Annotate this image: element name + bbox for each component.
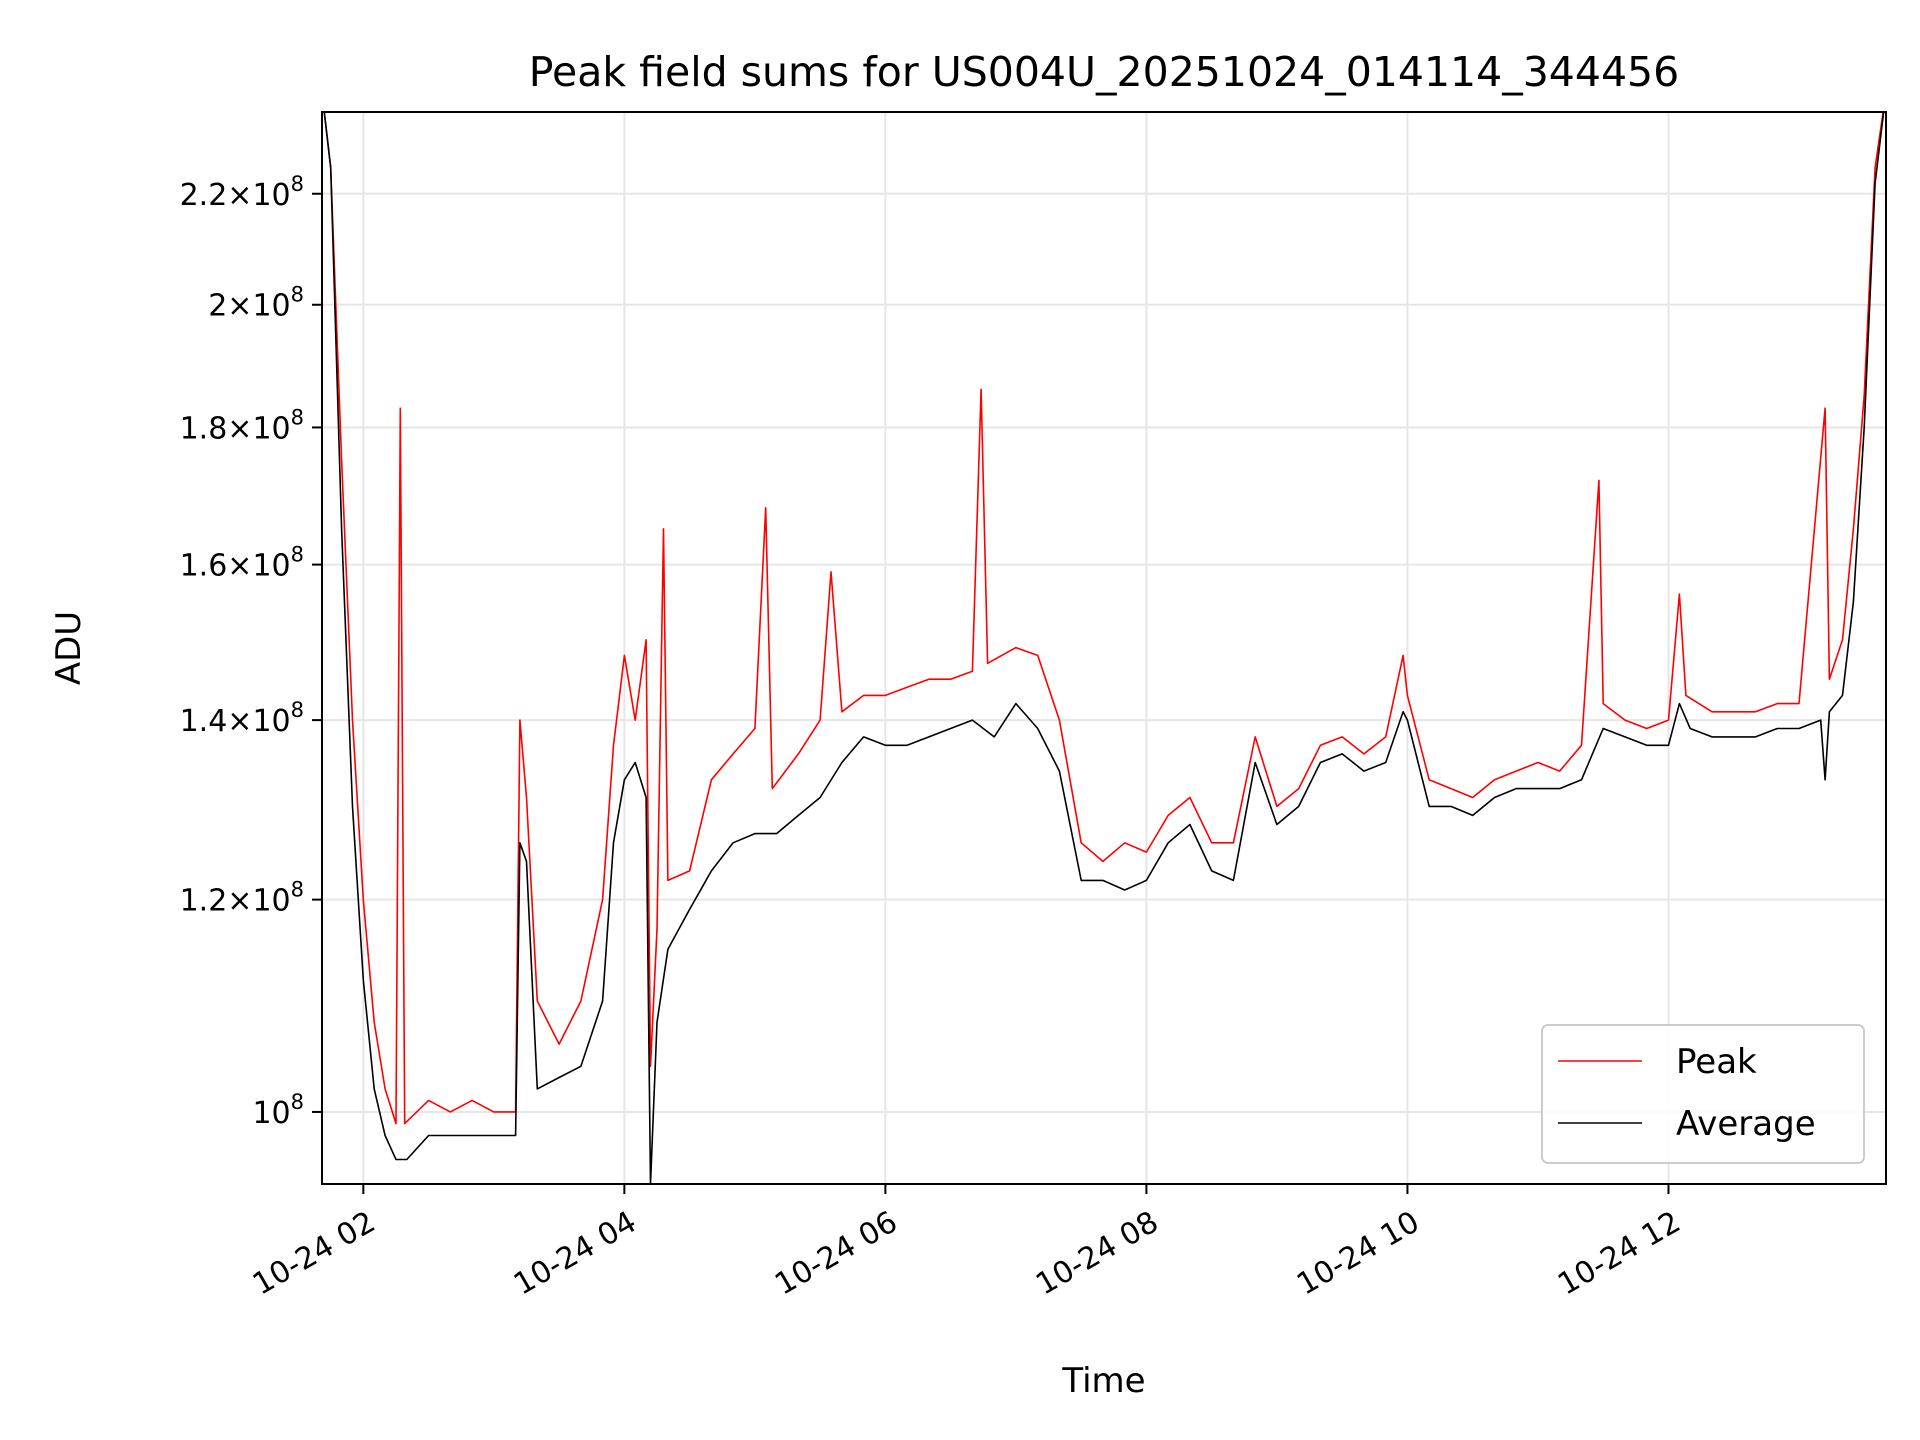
legend-label-peak: Peak bbox=[1676, 1042, 1757, 1082]
series-layer bbox=[323, 112, 1885, 1184]
y-axis-label: ADU bbox=[49, 611, 89, 685]
y-tick-label: 2×108 bbox=[208, 283, 304, 324]
y-tick-label: 1.6×108 bbox=[180, 543, 304, 584]
y-tick-label: 1.8×108 bbox=[180, 405, 304, 446]
y-tick-label: 1.2×108 bbox=[180, 878, 304, 919]
legend-label-average: Average bbox=[1676, 1104, 1816, 1144]
legend-box bbox=[1541, 1024, 1865, 1164]
grid bbox=[322, 112, 1886, 1184]
series-line-average bbox=[323, 112, 1885, 1184]
x-axis-label: Time bbox=[1061, 1361, 1145, 1401]
chart-title: Peak field sums for US004U_20251024_0141… bbox=[529, 48, 1679, 96]
y-tick-label: 1.4×108 bbox=[180, 698, 304, 739]
plot-area bbox=[321, 111, 1887, 1185]
series-line-peak bbox=[323, 112, 1884, 1125]
y-tick-label: 108 bbox=[252, 1090, 304, 1131]
legend: Peak Average bbox=[1541, 1024, 1865, 1164]
y-tick-label: 2.2×108 bbox=[180, 172, 304, 213]
y-axis: 108 1.2×108 1.4×108 1.6×108 1.8×108 2×108 2.2×… bbox=[180, 172, 322, 1131]
